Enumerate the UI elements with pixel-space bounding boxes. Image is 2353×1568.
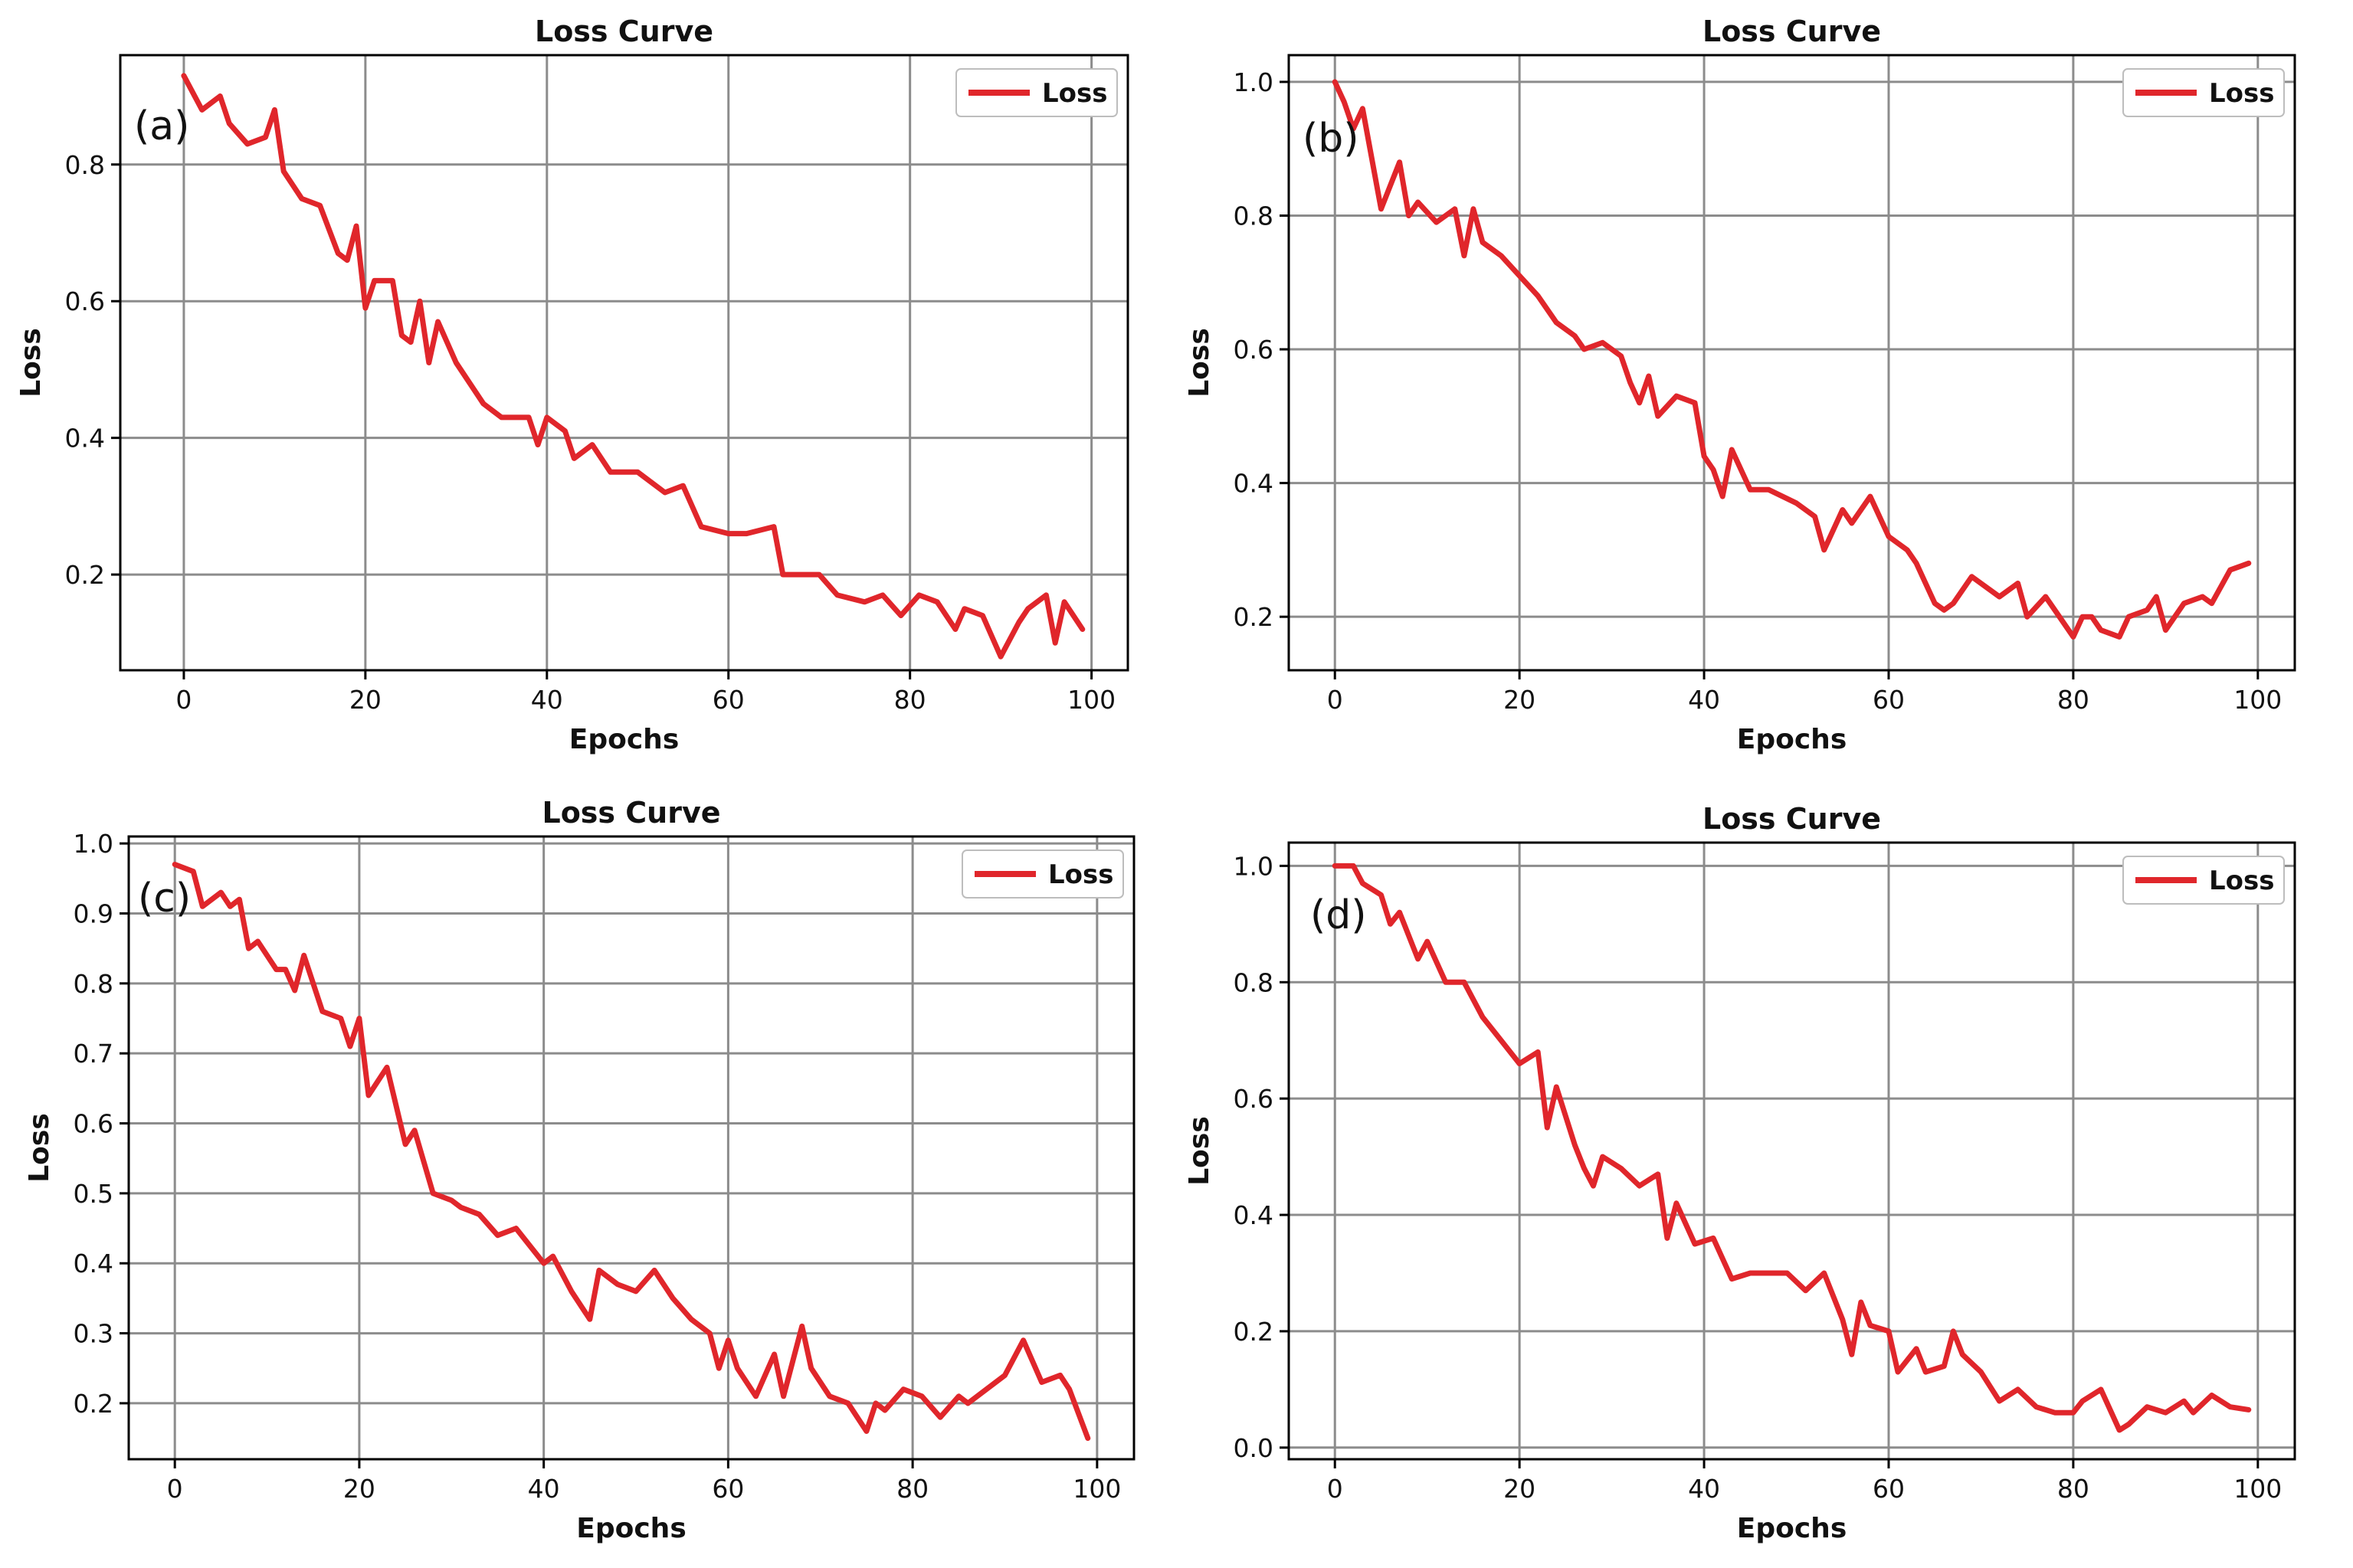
y-tick-label: 0.2	[1234, 602, 1273, 632]
y-tick-label: 0.8	[1234, 967, 1273, 997]
x-tick-label: 20	[349, 685, 382, 715]
panel-label-c: (c)	[138, 876, 191, 921]
x-tick-label: 20	[1503, 1474, 1535, 1504]
plot-frame	[1287, 841, 2296, 1461]
x-tick-label: 40	[528, 1474, 560, 1504]
x-tick-label: 0	[175, 685, 192, 715]
panel-label-a: (a)	[134, 103, 189, 149]
chart-title: Loss Curve	[542, 796, 720, 830]
plot-frame	[127, 835, 1136, 1461]
chart-svg-a: 0 20 40 60 80 100 0.2 0.4 0.6 0.8 Loss Curve Epochs…	[15, 15, 1129, 755]
x-tick-label: 20	[343, 1474, 375, 1504]
chart-panel-c: 0 20 40 60 80 100 0.2 0.3 0.4 0.5 0.6 0.7 0.8 0.9 1.0 L…	[0, 774, 1172, 1565]
x-tick-label: 20	[1503, 685, 1535, 715]
y-tick-label: 0.4	[65, 424, 105, 453]
panel-label-b: (b)	[1303, 116, 1359, 162]
x-tick-label: 80	[894, 685, 926, 715]
legend-box	[2122, 68, 2285, 117]
loss-series-line	[181, 73, 1086, 660]
chart-svg-b: 0 20 40 60 80 100 0.2 0.4 0.6 0.8 1.0 Loss Curve Epo…	[1184, 15, 2296, 755]
x-tick-label: 100	[1067, 685, 1116, 715]
plot-frame	[119, 54, 1129, 672]
y-tick-label: 0.8	[1234, 201, 1273, 231]
x-axis-label: Epochs	[576, 1513, 687, 1544]
y-axis-label: Loss	[24, 1113, 55, 1183]
y-tick-label: 0.2	[65, 560, 105, 590]
y-tick-label: 0.8	[74, 969, 113, 999]
y-tick-label: 0.6	[1234, 1084, 1273, 1114]
y-tick-label: 0.8	[65, 150, 105, 180]
loss-series-line	[172, 862, 1091, 1442]
x-axis-label: Epochs	[1737, 1513, 1847, 1544]
y-tick-label: 1.0	[1234, 851, 1273, 881]
y-axis-label: Loss	[1184, 328, 1215, 398]
y-tick-label: 0.2	[74, 1389, 113, 1419]
y-tick-label: 0.0	[1234, 1433, 1273, 1463]
legend-label: Loss	[1042, 78, 1108, 109]
legend-label: Loss	[2209, 866, 2275, 896]
y-tick-label: 0.4	[74, 1249, 113, 1278]
x-tick-label: 60	[713, 685, 745, 715]
y-tick-label: 0.9	[74, 899, 113, 928]
legend-box	[962, 849, 1124, 899]
y-tick-label: 0.6	[1234, 335, 1273, 365]
x-tick-label: 40	[1688, 1474, 1720, 1504]
chart-panel-b: 0 20 40 60 80 100 0.2 0.4 0.6 0.8 1.0 Loss Curve Epo…	[1172, 0, 2353, 774]
y-tick-label: 0.6	[74, 1109, 113, 1139]
x-tick-label: 60	[712, 1474, 744, 1504]
y-tick-label: 0.3	[74, 1319, 113, 1349]
x-tick-label: 100	[2233, 685, 2282, 715]
y-tick-label: 1.0	[74, 829, 113, 859]
y-tick-label: 1.0	[1234, 67, 1273, 97]
x-tick-label: 80	[2057, 685, 2089, 715]
x-tick-label: 60	[1873, 685, 1905, 715]
x-axis-label: Epochs	[1737, 724, 1847, 755]
y-tick-label: 0.2	[1234, 1317, 1273, 1347]
y-tick-label: 0.6	[65, 286, 105, 316]
legend-box	[955, 68, 1118, 117]
chart-panel-d: 0 20 40 60 80 100 0.0 0.2 0.4 0.6 0.8 1.0 Loss Curve…	[1172, 774, 2353, 1565]
x-tick-label: 0	[167, 1474, 183, 1504]
chart-svg-c: 0 20 40 60 80 100 0.2 0.3 0.4 0.5 0.6 0.7 0.8 0.9 1.0 L…	[24, 796, 1136, 1544]
x-tick-label: 100	[1073, 1474, 1121, 1504]
y-axis-label: Loss	[15, 328, 47, 398]
chart-title: Loss Curve	[1702, 15, 1881, 48]
chart-svg-d: 0 20 40 60 80 100 0.0 0.2 0.4 0.6 0.8 1.0 Loss Curve…	[1184, 802, 2296, 1544]
x-tick-label: 60	[1873, 1474, 1905, 1504]
y-tick-label: 0.7	[74, 1039, 113, 1069]
loss-series-line	[1332, 79, 2252, 640]
legend-box	[2122, 856, 2285, 905]
y-tick-label: 0.4	[1234, 469, 1273, 499]
y-axis-label: Loss	[1184, 1116, 1215, 1186]
x-tick-label: 0	[1327, 685, 1343, 715]
chart-title: Loss Curve	[535, 15, 713, 48]
x-axis-label: Epochs	[569, 724, 680, 755]
x-tick-label: 40	[1688, 685, 1720, 715]
y-tick-label: 0.4	[1234, 1200, 1273, 1230]
legend-label: Loss	[1048, 859, 1114, 890]
x-tick-label: 0	[1327, 1474, 1343, 1504]
x-tick-label: 40	[531, 685, 563, 715]
legend-label: Loss	[2209, 78, 2275, 109]
chart-panel-a: 0 20 40 60 80 100 0.2 0.4 0.6 0.8 Loss Curve Epochs…	[0, 0, 1172, 774]
chart-title: Loss Curve	[1702, 802, 1881, 836]
y-tick-label: 0.5	[74, 1179, 113, 1209]
panel-label-d: (d)	[1310, 892, 1367, 938]
x-tick-label: 80	[2057, 1474, 2089, 1504]
loss-series-line	[1332, 863, 2252, 1433]
plot-frame	[1287, 54, 2296, 672]
x-tick-label: 100	[2233, 1474, 2282, 1504]
x-tick-label: 80	[896, 1474, 929, 1504]
